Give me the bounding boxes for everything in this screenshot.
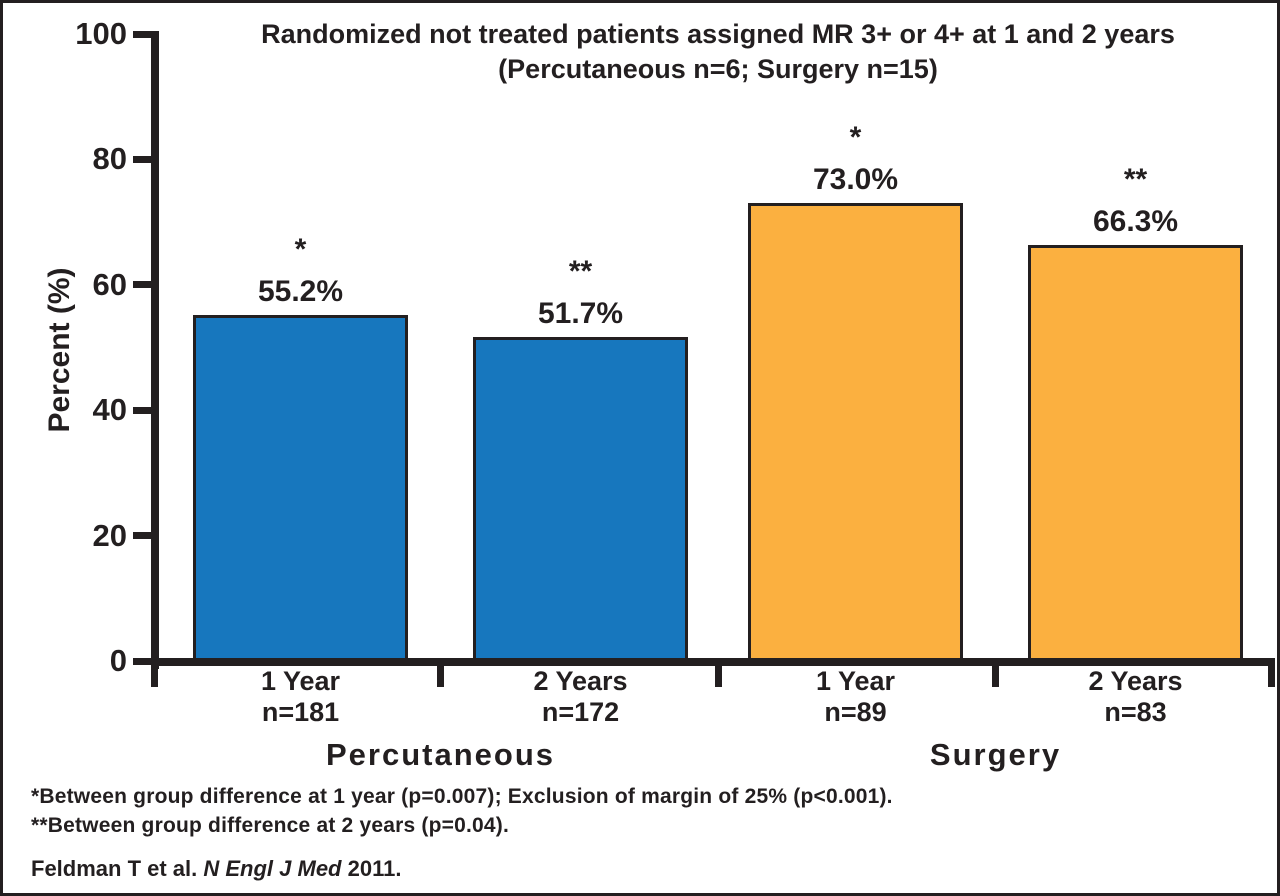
chart-title-line1: Randomized not treated patients assigned…	[261, 19, 1175, 49]
y-tick-20	[133, 532, 159, 540]
y-tick-0	[133, 657, 159, 665]
significance-marker-surgery-1-year: *	[849, 121, 862, 155]
x-tick-label-n: n=181	[261, 697, 340, 727]
x-tick-label-surgery-1-year: 1 Year n=89	[746, 666, 966, 728]
x-axis-tick-1	[437, 661, 444, 687]
group-label-surgery: Surgery	[929, 737, 1062, 772]
chart-title: Randomized not treated patients assigned…	[163, 17, 1273, 87]
y-tick-80	[133, 155, 159, 163]
significance-marker-surgery-2-years: **	[1123, 163, 1148, 197]
x-tick-label-surgery-2-years: 2 Years n=83	[1026, 666, 1246, 728]
y-tick-label-20: 20	[92, 517, 127, 553]
x-tick-label-timepoint: 2 Years	[1088, 666, 1183, 696]
bar-surgery-1-year	[748, 203, 963, 661]
footnote-asterisk: *Between group difference at 1 year (p=0…	[31, 785, 893, 808]
x-tick-label-n: n=89	[824, 697, 887, 727]
x-axis-tick-3	[992, 661, 999, 687]
chart-title-line2: (Percutaneous n=6; Surgery n=15)	[498, 54, 938, 84]
y-tick-label-0: 0	[109, 643, 127, 678]
citation-journal: N Engl J Med	[203, 856, 342, 881]
x-axis-tick-0	[151, 661, 158, 687]
bar-percutaneous-1-year	[193, 314, 408, 661]
x-axis-tick-2	[714, 661, 722, 687]
x-axis-line	[151, 658, 1275, 666]
citation-authors: Feldman T et al.	[31, 856, 204, 881]
y-axis-line	[151, 31, 159, 669]
y-tick-label-40: 40	[92, 392, 127, 428]
x-tick-label-percutaneous-2-years: 2 Years n=172	[471, 666, 691, 728]
value-label-surgery-2-years: 66.3%	[1092, 205, 1179, 239]
citation: Feldman T et al. N Engl J Med 2011.	[31, 855, 401, 883]
x-tick-label-timepoint: 1 Year	[260, 666, 341, 696]
x-tick-label-percutaneous-1-year: 1 Year n=181	[191, 666, 411, 728]
x-tick-label-n: n=83	[1104, 697, 1167, 727]
y-tick-label-80: 80	[92, 141, 127, 177]
citation-year: 2011.	[341, 856, 402, 881]
significance-marker-percutaneous-1-year: *	[294, 232, 307, 266]
value-label-surgery-1-year: 73.0%	[812, 163, 899, 197]
footnotes: *Between group difference at 1 year (p=0…	[31, 782, 893, 840]
significance-marker-percutaneous-2-years: **	[568, 254, 593, 288]
y-tick-100	[133, 30, 159, 38]
y-tick-label-60: 60	[92, 266, 127, 302]
footnote-double-asterisk: **Between group difference at 2 years (p…	[31, 814, 509, 837]
bar-percutaneous-2-years	[473, 336, 688, 661]
x-tick-label-n: n=172	[541, 697, 620, 727]
group-label-percutaneous: Percutaneous	[325, 737, 555, 772]
bar-surgery-2-years	[1028, 245, 1243, 661]
value-label-percutaneous-2-years: 51.7%	[537, 296, 624, 330]
x-axis-tick-4	[1268, 661, 1275, 687]
value-label-percutaneous-1-year: 55.2%	[257, 274, 344, 308]
x-tick-label-timepoint: 1 Year	[815, 666, 896, 696]
y-tick-60	[133, 281, 159, 289]
x-tick-label-timepoint: 2 Years	[533, 666, 628, 696]
y-tick-label-100: 100	[75, 16, 127, 51]
y-tick-40	[133, 406, 159, 414]
